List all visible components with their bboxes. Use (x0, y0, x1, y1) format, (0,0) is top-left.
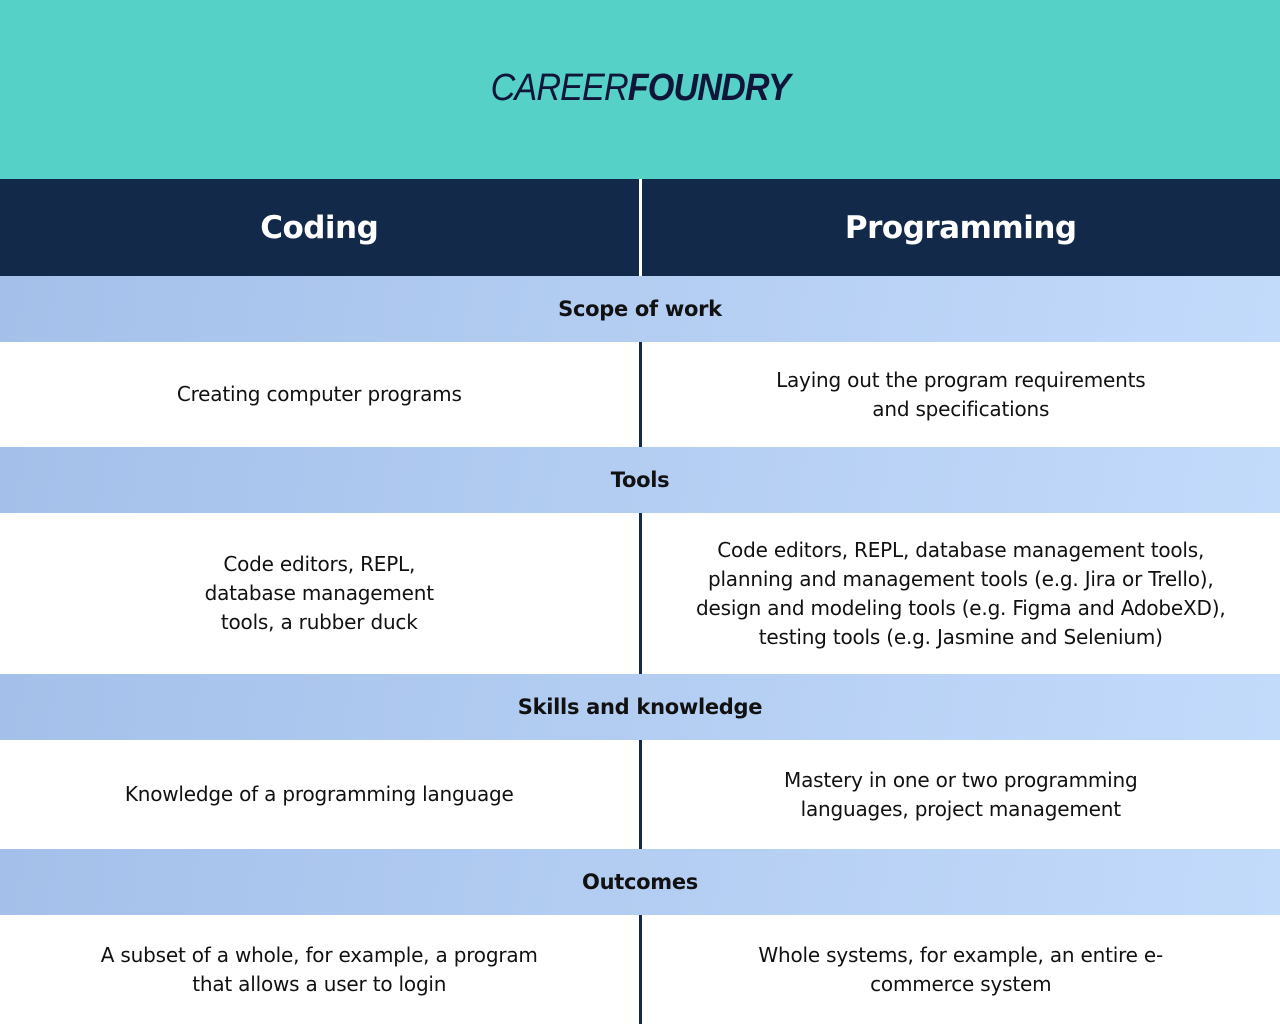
table-row: Knowledge of a programming language Mast… (0, 740, 1280, 849)
table-header: Coding Programming (0, 179, 1280, 276)
careerfoundry-logo: CAREERFOUNDRY (490, 67, 790, 109)
table-row: Code editors, REPL, database management to… (0, 513, 1280, 674)
programming-cell: Code editors, REPL, database management … (696, 537, 1226, 649)
coding-cell: Code editors, REPL, database management to… (204, 552, 434, 634)
brand-banner: CAREERFOUNDRY (0, 0, 1280, 179)
column-divider (638, 179, 642, 276)
programming-cell: Mastery in one or two programming languag… (784, 767, 1138, 821)
section-title: Skills and knowledge (0, 674, 1280, 740)
column-header-coding: Coding (260, 209, 379, 246)
column-header-programming: Programming (844, 209, 1077, 246)
section-title: Tools (0, 447, 1280, 513)
column-divider (638, 342, 642, 447)
coding-cell: A subset of a whole, for example, a prog… (100, 942, 538, 996)
table-row: Creating computer programs Laying out th… (0, 342, 1280, 447)
section-title: Outcomes (0, 849, 1280, 915)
coding-cell: Creating computer programs (176, 382, 462, 406)
programming-cell: Laying out the program requirements and s… (776, 367, 1146, 421)
column-divider (638, 915, 642, 1024)
section-title: Scope of work (0, 276, 1280, 342)
programming-cell: Whole systems, for example, an entire e-… (758, 942, 1164, 996)
column-divider (638, 513, 642, 674)
coding-cell: Knowledge of a programming language (124, 782, 514, 806)
column-divider (638, 740, 642, 849)
table-row: A subset of a whole, for example, a prog… (0, 915, 1280, 1024)
